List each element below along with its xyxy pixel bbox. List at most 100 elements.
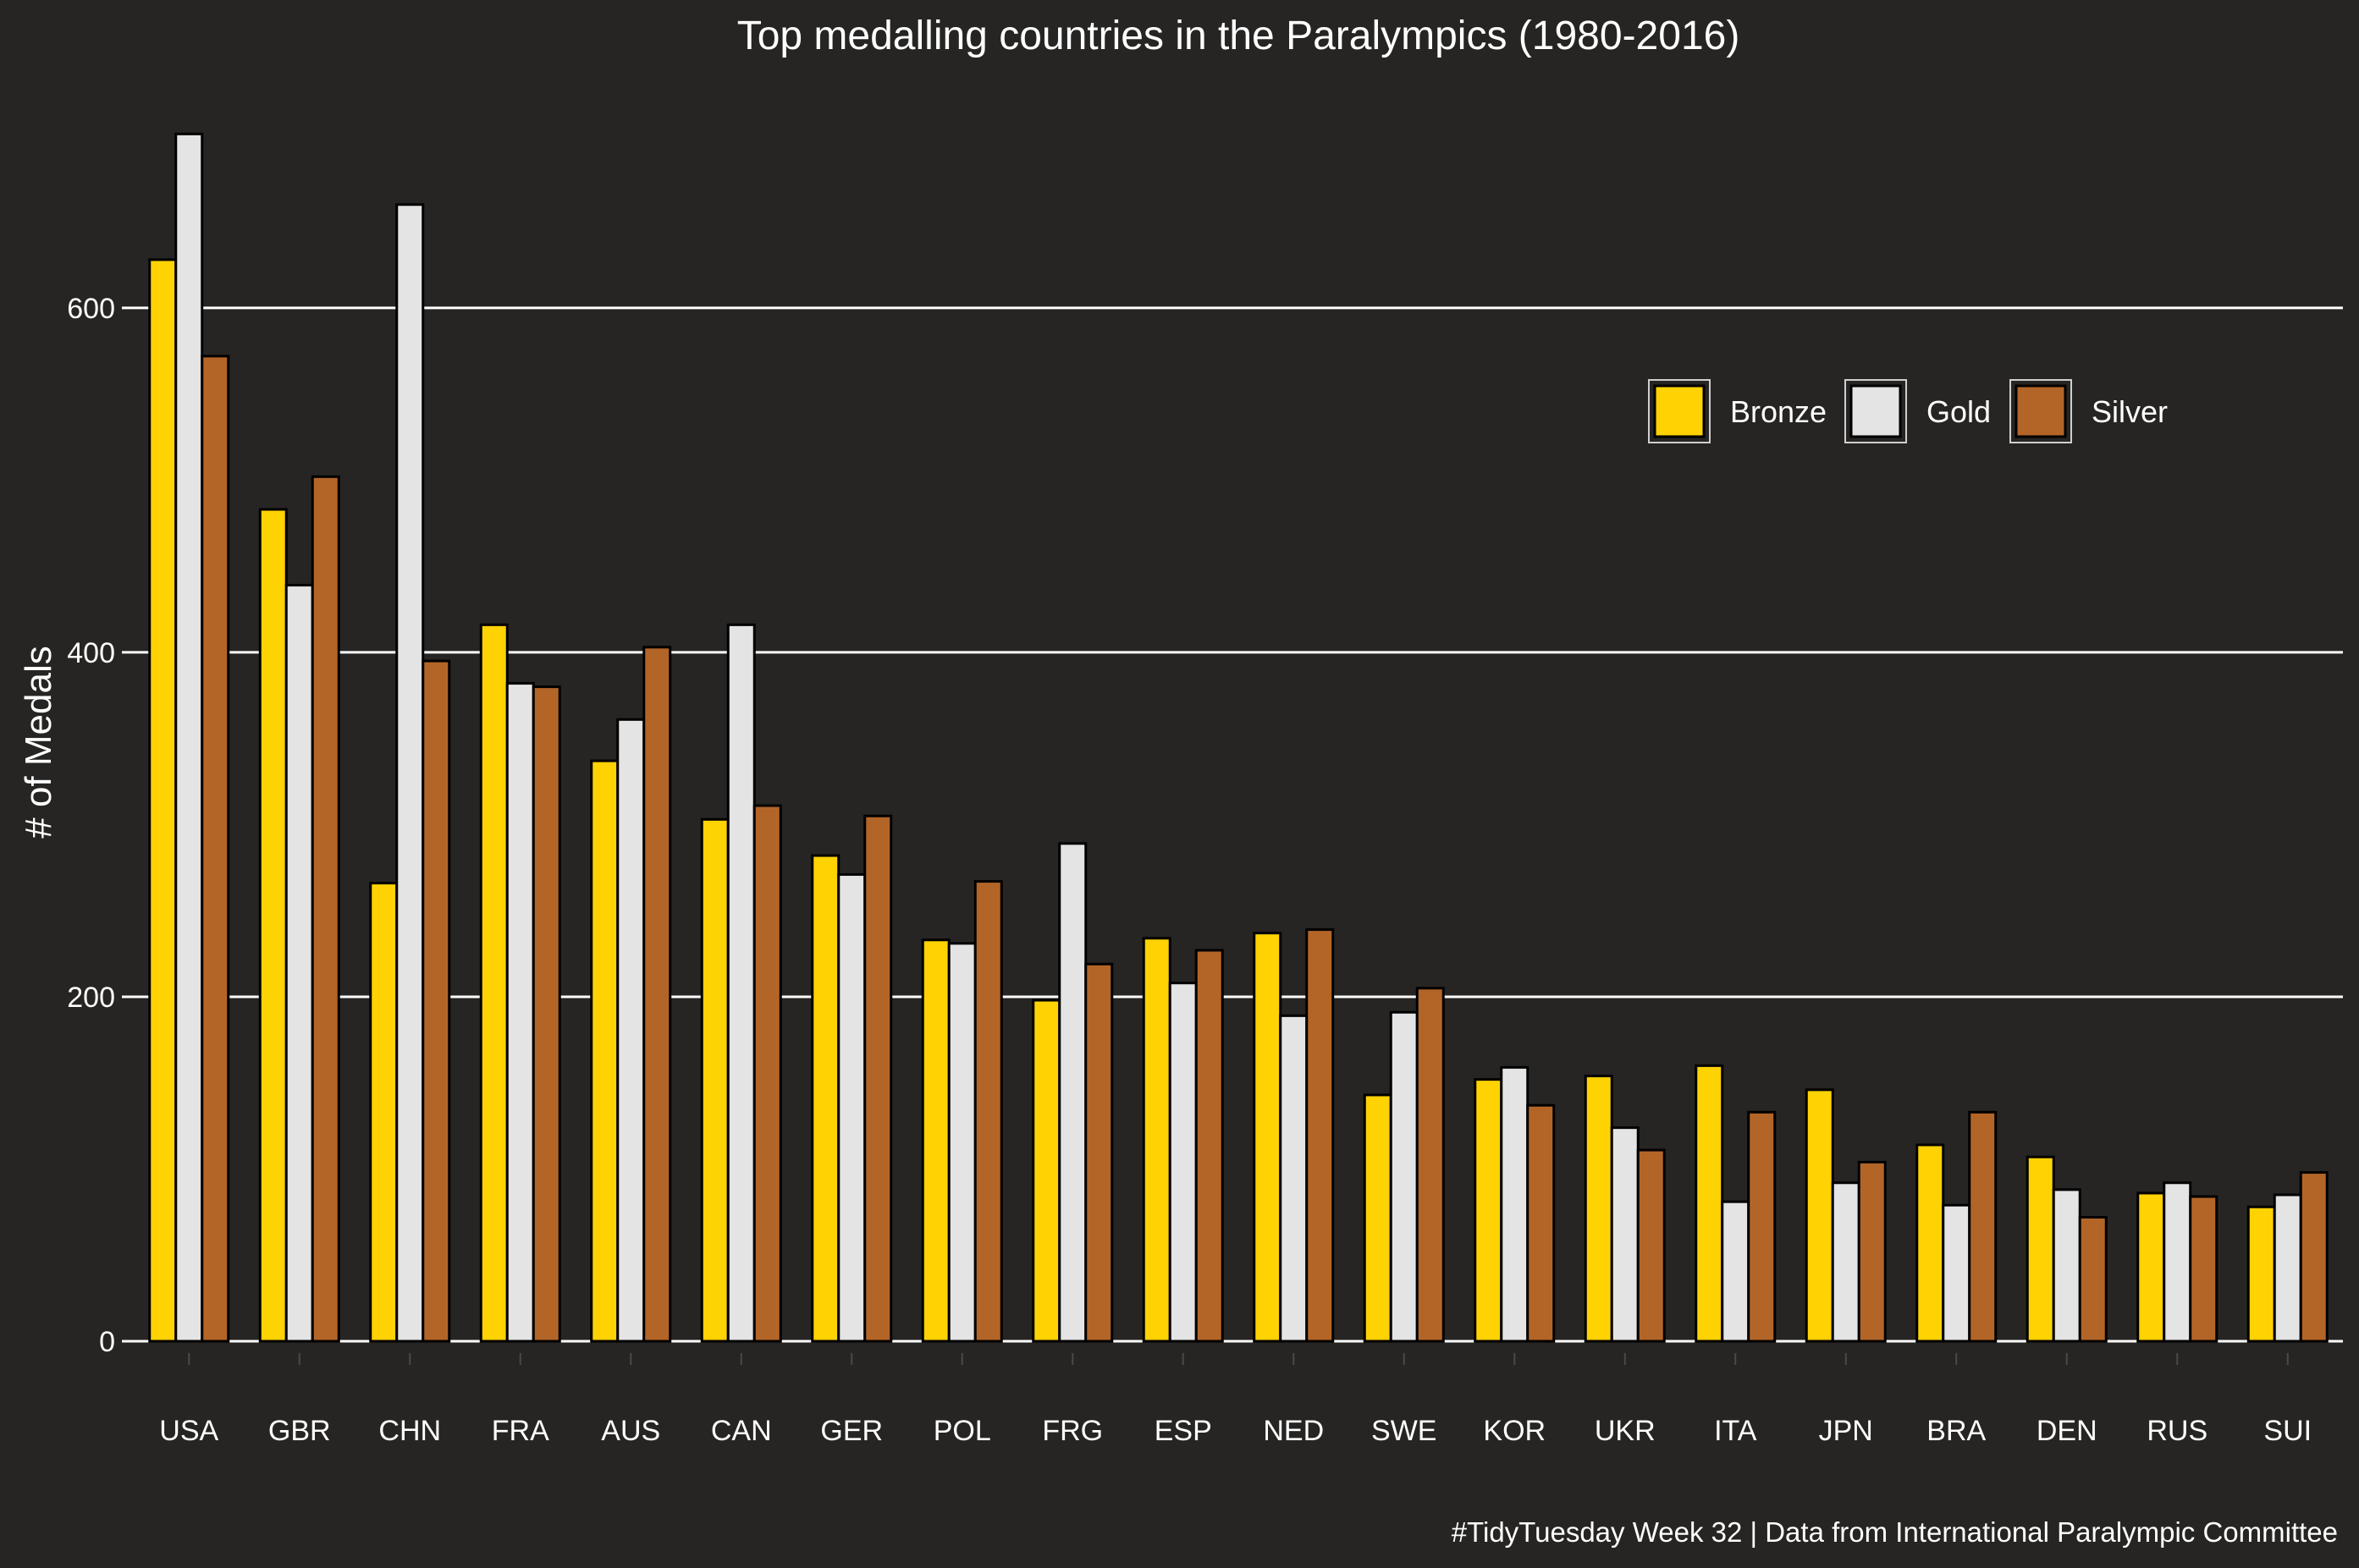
bar-swe-bronze bbox=[1363, 1093, 1392, 1343]
x-tick-label-swe: SWE bbox=[1371, 1415, 1436, 1447]
bar-pol-silver bbox=[973, 880, 1003, 1343]
bar-fra-silver bbox=[532, 685, 561, 1343]
y-tick-label: 400 bbox=[67, 637, 115, 669]
x-tick-label-bra: BRA bbox=[1926, 1415, 1986, 1447]
bar-can-gold bbox=[726, 623, 756, 1343]
bar-ukr-bronze bbox=[1584, 1075, 1613, 1343]
x-tick-label-usa: USA bbox=[159, 1415, 218, 1447]
bar-rus-bronze bbox=[2136, 1191, 2166, 1343]
bar-kor-silver bbox=[1526, 1103, 1556, 1343]
legend-label-silver: Silver bbox=[2092, 394, 2168, 429]
bar-chn-bronze bbox=[369, 882, 399, 1343]
bar-den-gold bbox=[2052, 1188, 2081, 1343]
legend-swatch-silver bbox=[2015, 384, 2067, 438]
chart-title: Top medalling countries in the Paralympi… bbox=[737, 14, 1740, 58]
y-axis-title: # of Medals bbox=[18, 646, 59, 838]
x-tick-label-pol: POL bbox=[934, 1415, 991, 1447]
x-tick-label-esp: ESP bbox=[1155, 1415, 1212, 1447]
bar-aus-gold bbox=[616, 718, 646, 1343]
bar-esp-silver bbox=[1194, 949, 1224, 1343]
bar-usa-bronze bbox=[148, 258, 178, 1343]
y-axis: 0 200 400 600 bbox=[67, 293, 137, 1358]
bar-ned-silver bbox=[1305, 928, 1335, 1343]
bar-aus-silver bbox=[642, 646, 672, 1343]
bar-gbr-bronze bbox=[258, 508, 288, 1343]
x-tick-label-sui: SUI bbox=[2263, 1415, 2312, 1447]
bar-fra-gold bbox=[505, 682, 535, 1343]
x-tick-label-frg: FRG bbox=[1042, 1415, 1103, 1447]
y-tick-label: 600 bbox=[67, 293, 115, 325]
x-tick-label-ukr: UKR bbox=[1595, 1415, 1656, 1447]
bar-frg-gold bbox=[1058, 842, 1088, 1343]
x-tick-label-ita: ITA bbox=[1714, 1415, 1757, 1447]
bar-usa-silver bbox=[201, 355, 230, 1343]
bar-gbr-gold bbox=[284, 584, 314, 1343]
bar-bra-silver bbox=[1968, 1110, 1998, 1343]
bar-ita-gold bbox=[1721, 1200, 1750, 1343]
legend: Bronze Gold Silver bbox=[1648, 379, 2168, 443]
x-tick-label-kor: KOR bbox=[1483, 1415, 1546, 1447]
y-tick-label: 200 bbox=[67, 982, 115, 1014]
x-tick-label-den: DEN bbox=[2037, 1415, 2097, 1447]
bar-ita-silver bbox=[1747, 1110, 1777, 1343]
bar-rus-gold bbox=[2163, 1181, 2192, 1343]
series-bronze bbox=[148, 258, 2276, 1343]
bar-ned-gold bbox=[1279, 1014, 1309, 1343]
bar-den-silver bbox=[2078, 1215, 2108, 1343]
bar-den-bronze bbox=[2026, 1155, 2055, 1343]
x-tick-label-aus: AUS bbox=[601, 1415, 660, 1447]
legend-label-gold: Gold bbox=[1926, 394, 1991, 429]
bar-swe-silver bbox=[1415, 987, 1445, 1343]
x-tick-label-ger: GER bbox=[820, 1415, 883, 1447]
x-tick-label-can: CAN bbox=[711, 1415, 772, 1447]
bar-ita-bronze bbox=[1695, 1064, 1724, 1343]
legend-swatch-bronze bbox=[1653, 384, 1706, 438]
legend-key-frame bbox=[1844, 379, 1907, 443]
bar-can-silver bbox=[752, 804, 782, 1343]
bar-chn-silver bbox=[422, 659, 451, 1343]
bar-sui-bronze bbox=[2246, 1205, 2276, 1343]
x-axis: USA GBR CHN FRA AUS CAN GER POL FRG ESP NED SWE KOR U… bbox=[159, 1353, 2312, 1447]
bar-jpn-gold bbox=[1831, 1181, 1860, 1343]
bar-chn-gold bbox=[395, 203, 425, 1343]
bar-frg-silver bbox=[1084, 962, 1114, 1343]
x-tick-label-rus: RUS bbox=[2147, 1415, 2207, 1447]
bar-sui-silver bbox=[2299, 1171, 2329, 1343]
y-tick-label: 0 bbox=[99, 1326, 115, 1358]
chart-caption: #TidyTuesday Week 32 | Data from Interna… bbox=[1452, 1516, 2338, 1548]
x-tick-label-chn: CHN bbox=[378, 1415, 441, 1447]
bar-ukr-silver bbox=[1636, 1148, 1666, 1343]
legend-key-frame bbox=[1648, 379, 1711, 443]
bar-ger-silver bbox=[863, 814, 893, 1343]
bar-ger-gold bbox=[837, 872, 867, 1343]
series-silver bbox=[201, 355, 2329, 1343]
bar-rus-silver bbox=[2189, 1195, 2218, 1343]
bar-usa-gold bbox=[174, 132, 204, 1343]
bar-ukr-gold bbox=[1610, 1126, 1640, 1343]
bar-kor-gold bbox=[1500, 1065, 1529, 1343]
x-tick-label-fra: FRA bbox=[492, 1415, 549, 1447]
x-tick-label-ned: NED bbox=[1263, 1415, 1324, 1447]
bar-frg-bronze bbox=[1032, 999, 1061, 1343]
bar-fra-bronze bbox=[479, 623, 509, 1343]
legend-item-silver: Silver bbox=[2009, 379, 2168, 443]
bar-bra-gold bbox=[1942, 1203, 1971, 1343]
bar-pol-bronze bbox=[921, 938, 951, 1343]
bar-sui-gold bbox=[2273, 1193, 2302, 1343]
bar-can-bronze bbox=[700, 817, 730, 1343]
bar-swe-gold bbox=[1389, 1010, 1419, 1343]
bar-jpn-silver bbox=[1857, 1160, 1887, 1343]
x-tick-label-gbr: GBR bbox=[268, 1415, 331, 1447]
bar-bra-bronze bbox=[1915, 1143, 1945, 1343]
legend-item-bronze: Bronze bbox=[1648, 379, 1827, 443]
bar-esp-bronze bbox=[1142, 937, 1171, 1343]
legend-swatch-gold bbox=[1849, 384, 1902, 438]
bar-gbr-silver bbox=[311, 475, 340, 1343]
bar-ger-bronze bbox=[811, 854, 841, 1343]
legend-label-bronze: Bronze bbox=[1730, 394, 1827, 429]
bar-ned-bronze bbox=[1253, 932, 1282, 1343]
bar-pol-gold bbox=[947, 942, 977, 1343]
legend-key-frame bbox=[2009, 379, 2072, 443]
x-tick-label-jpn: JPN bbox=[1819, 1415, 1873, 1447]
